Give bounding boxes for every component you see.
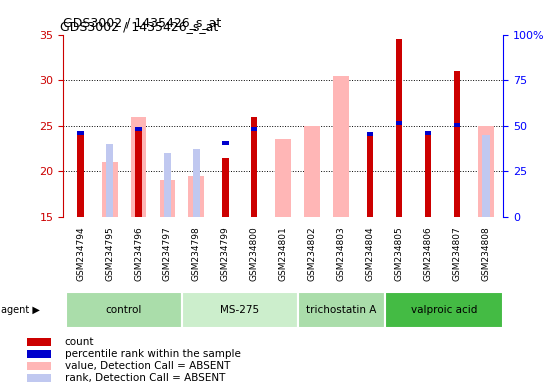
Bar xyxy=(240,35,269,217)
Bar xyxy=(135,130,142,217)
Bar xyxy=(251,117,257,217)
Bar xyxy=(384,35,414,217)
Bar xyxy=(66,35,95,217)
FancyBboxPatch shape xyxy=(182,292,298,328)
Bar xyxy=(130,117,146,217)
Text: control: control xyxy=(106,305,142,315)
Bar xyxy=(160,180,175,217)
Bar xyxy=(414,35,442,217)
Text: value, Detection Call = ABSENT: value, Detection Call = ABSENT xyxy=(64,361,230,371)
Bar xyxy=(182,35,211,217)
Bar xyxy=(356,35,384,217)
Bar xyxy=(135,130,142,217)
Bar xyxy=(251,127,257,131)
Bar xyxy=(276,139,291,217)
Text: GDS3002 / 1435426_s_at: GDS3002 / 1435426_s_at xyxy=(63,16,222,29)
FancyBboxPatch shape xyxy=(298,292,384,328)
Text: agent ▶: agent ▶ xyxy=(1,305,40,315)
Text: rank, Detection Call = ABSENT: rank, Detection Call = ABSENT xyxy=(64,373,225,383)
Bar xyxy=(269,35,298,217)
Bar xyxy=(164,153,171,217)
Bar xyxy=(153,35,182,217)
Bar xyxy=(78,131,84,135)
Bar xyxy=(298,35,327,217)
Bar xyxy=(396,39,402,217)
Bar xyxy=(222,158,229,217)
Bar xyxy=(478,126,494,217)
Bar xyxy=(102,162,118,217)
FancyBboxPatch shape xyxy=(66,292,182,328)
Text: MS-275: MS-275 xyxy=(220,305,260,315)
Bar xyxy=(27,374,51,382)
Text: valproic acid: valproic acid xyxy=(411,305,477,315)
Bar xyxy=(425,131,431,135)
Bar xyxy=(454,122,460,127)
Bar xyxy=(333,76,349,217)
Text: percentile rank within the sample: percentile rank within the sample xyxy=(64,349,240,359)
Bar xyxy=(304,126,320,217)
Bar xyxy=(27,350,51,358)
Bar xyxy=(27,338,51,346)
Bar xyxy=(454,71,460,217)
Text: GDS3002 / 1435426_s_at: GDS3002 / 1435426_s_at xyxy=(60,20,219,33)
Bar xyxy=(425,135,431,217)
Bar xyxy=(211,35,240,217)
Bar xyxy=(27,362,51,370)
Bar xyxy=(442,35,471,217)
Bar xyxy=(367,135,373,217)
Bar xyxy=(106,144,113,217)
Bar xyxy=(222,141,229,145)
Text: trichostatin A: trichostatin A xyxy=(306,305,376,315)
FancyBboxPatch shape xyxy=(384,292,503,328)
Bar xyxy=(327,35,356,217)
Bar xyxy=(124,35,153,217)
Bar xyxy=(482,135,490,217)
Bar xyxy=(189,176,205,217)
Bar xyxy=(471,35,500,217)
Bar xyxy=(367,132,373,136)
Bar xyxy=(78,135,84,217)
Bar xyxy=(396,121,402,125)
Bar xyxy=(135,127,142,131)
Bar xyxy=(193,149,200,217)
Text: count: count xyxy=(64,337,94,347)
Bar xyxy=(95,35,124,217)
